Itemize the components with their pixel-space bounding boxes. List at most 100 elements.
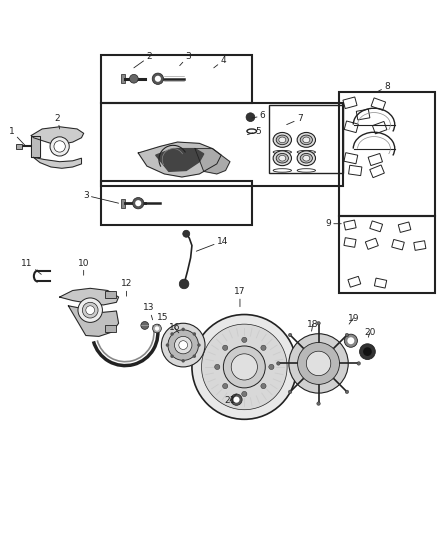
Bar bbox=[356, 109, 370, 120]
Circle shape bbox=[193, 332, 196, 336]
Bar bbox=[344, 121, 358, 133]
Circle shape bbox=[174, 336, 192, 354]
Bar bbox=[368, 154, 382, 166]
Text: 19: 19 bbox=[348, 313, 359, 324]
Bar bbox=[344, 152, 358, 164]
Circle shape bbox=[347, 337, 354, 344]
Circle shape bbox=[135, 200, 141, 206]
Circle shape bbox=[231, 354, 258, 380]
Ellipse shape bbox=[279, 137, 286, 143]
Text: 13: 13 bbox=[143, 303, 155, 320]
Bar bbox=[349, 165, 362, 175]
Text: 18: 18 bbox=[307, 320, 318, 331]
Text: 4: 4 bbox=[214, 56, 226, 68]
Circle shape bbox=[288, 390, 292, 393]
Bar bbox=[392, 239, 404, 250]
Bar bbox=[269, 105, 343, 173]
Text: 15: 15 bbox=[157, 313, 169, 326]
Polygon shape bbox=[31, 127, 84, 144]
Bar bbox=[343, 97, 357, 109]
Ellipse shape bbox=[300, 135, 312, 144]
Polygon shape bbox=[60, 288, 119, 305]
Circle shape bbox=[345, 333, 349, 337]
Bar bbox=[370, 165, 385, 177]
Circle shape bbox=[363, 348, 372, 356]
Circle shape bbox=[289, 334, 348, 393]
Circle shape bbox=[54, 141, 65, 152]
Text: 14: 14 bbox=[196, 237, 228, 251]
Circle shape bbox=[357, 362, 360, 365]
Bar bbox=[344, 220, 356, 230]
Circle shape bbox=[223, 383, 228, 389]
Circle shape bbox=[223, 345, 228, 350]
Polygon shape bbox=[33, 157, 81, 168]
Circle shape bbox=[223, 346, 265, 388]
Circle shape bbox=[152, 324, 161, 333]
Circle shape bbox=[82, 302, 98, 318]
Circle shape bbox=[201, 324, 287, 410]
Circle shape bbox=[78, 298, 102, 322]
Bar bbox=[344, 238, 356, 247]
Circle shape bbox=[269, 364, 274, 369]
Text: 16: 16 bbox=[169, 323, 180, 333]
Bar bbox=[15, 144, 21, 149]
Circle shape bbox=[297, 343, 339, 384]
Circle shape bbox=[360, 344, 375, 359]
Circle shape bbox=[246, 113, 255, 122]
Circle shape bbox=[345, 390, 349, 393]
Ellipse shape bbox=[303, 137, 310, 143]
Circle shape bbox=[233, 397, 240, 403]
Text: 10: 10 bbox=[78, 259, 89, 275]
Circle shape bbox=[197, 343, 201, 347]
Ellipse shape bbox=[297, 151, 315, 166]
Circle shape bbox=[192, 314, 297, 419]
Circle shape bbox=[261, 345, 266, 350]
Circle shape bbox=[141, 321, 149, 329]
Bar bbox=[121, 199, 125, 207]
Circle shape bbox=[306, 351, 331, 376]
Ellipse shape bbox=[297, 133, 315, 147]
Circle shape bbox=[86, 306, 95, 314]
Circle shape bbox=[317, 402, 320, 405]
Polygon shape bbox=[68, 306, 119, 336]
Circle shape bbox=[231, 394, 242, 405]
Text: 3: 3 bbox=[83, 191, 119, 203]
Circle shape bbox=[344, 334, 357, 348]
Ellipse shape bbox=[276, 154, 288, 163]
Text: 2: 2 bbox=[134, 52, 152, 68]
Circle shape bbox=[242, 391, 247, 397]
Circle shape bbox=[215, 364, 220, 369]
Text: 11: 11 bbox=[21, 259, 41, 274]
Text: 3: 3 bbox=[180, 52, 191, 66]
Circle shape bbox=[155, 326, 159, 330]
Bar bbox=[106, 325, 117, 332]
Text: 2: 2 bbox=[55, 114, 60, 129]
Ellipse shape bbox=[303, 156, 310, 161]
Circle shape bbox=[181, 328, 185, 331]
Text: 21: 21 bbox=[224, 394, 237, 406]
Ellipse shape bbox=[273, 151, 291, 166]
Polygon shape bbox=[138, 142, 221, 177]
Polygon shape bbox=[155, 149, 204, 171]
Text: 20: 20 bbox=[364, 328, 375, 337]
Circle shape bbox=[179, 341, 187, 350]
Text: 1: 1 bbox=[9, 127, 26, 147]
Text: 17: 17 bbox=[234, 287, 246, 306]
Ellipse shape bbox=[300, 154, 312, 163]
Circle shape bbox=[50, 137, 69, 156]
Ellipse shape bbox=[279, 156, 286, 161]
Text: 12: 12 bbox=[121, 279, 132, 296]
Circle shape bbox=[166, 343, 169, 347]
Circle shape bbox=[242, 337, 247, 343]
Bar bbox=[339, 92, 435, 216]
Bar bbox=[370, 221, 382, 232]
Text: 8: 8 bbox=[377, 82, 390, 92]
Circle shape bbox=[155, 76, 161, 82]
Bar bbox=[371, 98, 385, 110]
Text: 7: 7 bbox=[287, 115, 303, 125]
Circle shape bbox=[183, 230, 190, 237]
Circle shape bbox=[130, 75, 138, 83]
Text: 6: 6 bbox=[252, 111, 265, 120]
Text: 9: 9 bbox=[325, 219, 341, 228]
Circle shape bbox=[168, 330, 198, 360]
